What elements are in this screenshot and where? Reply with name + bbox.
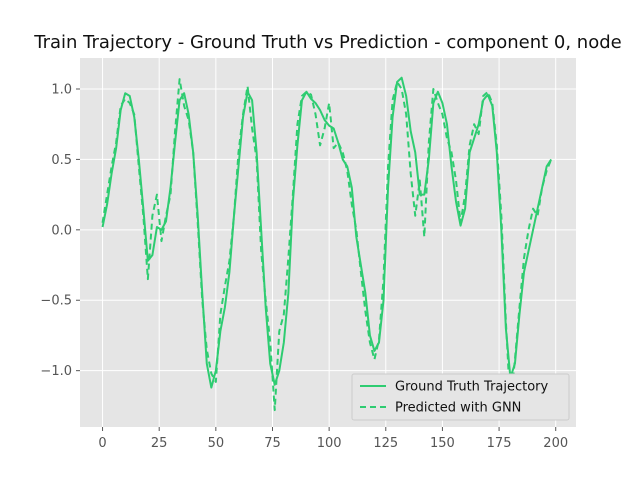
- x-tick-label: 100: [317, 436, 342, 451]
- y-tick-label: 1.0: [51, 82, 72, 97]
- y-tick-label: −0.5: [40, 294, 72, 309]
- x-tick-label: 25: [151, 436, 168, 451]
- y-tick-label: 0.0: [51, 223, 72, 238]
- x-tick-label: 125: [373, 436, 398, 451]
- x-tick-label: 50: [208, 436, 225, 451]
- y-tick-label: −1.0: [40, 364, 72, 379]
- legend: Ground Truth Trajectory Predicted with G…: [351, 373, 570, 421]
- legend-box: [351, 373, 570, 421]
- legend-label-predicted: Predicted with GNN: [395, 401, 521, 416]
- x-tick-label: 0: [98, 436, 106, 451]
- x-tick-label: 75: [264, 436, 281, 451]
- x-tick-label: 175: [487, 436, 512, 451]
- series-layer: [101, 76, 553, 412]
- series-line-predicted: [101, 78, 553, 412]
- series-line-ground-truth: [101, 76, 553, 389]
- x-tick-label: 150: [430, 436, 455, 451]
- grid-lines: [80, 58, 576, 427]
- y-tick-label: 0.5: [51, 153, 72, 168]
- chart-title: Train Trajectory - Ground Truth vs Predi…: [33, 32, 621, 53]
- legend-label-ground-truth: Ground Truth Trajectory: [395, 380, 549, 395]
- x-tick-label: 200: [543, 436, 568, 451]
- axis-ticks: 0 25 50 75 100 125 150 175 200 −1.0 −0.5 0.0 0.5 1.0: [40, 82, 568, 451]
